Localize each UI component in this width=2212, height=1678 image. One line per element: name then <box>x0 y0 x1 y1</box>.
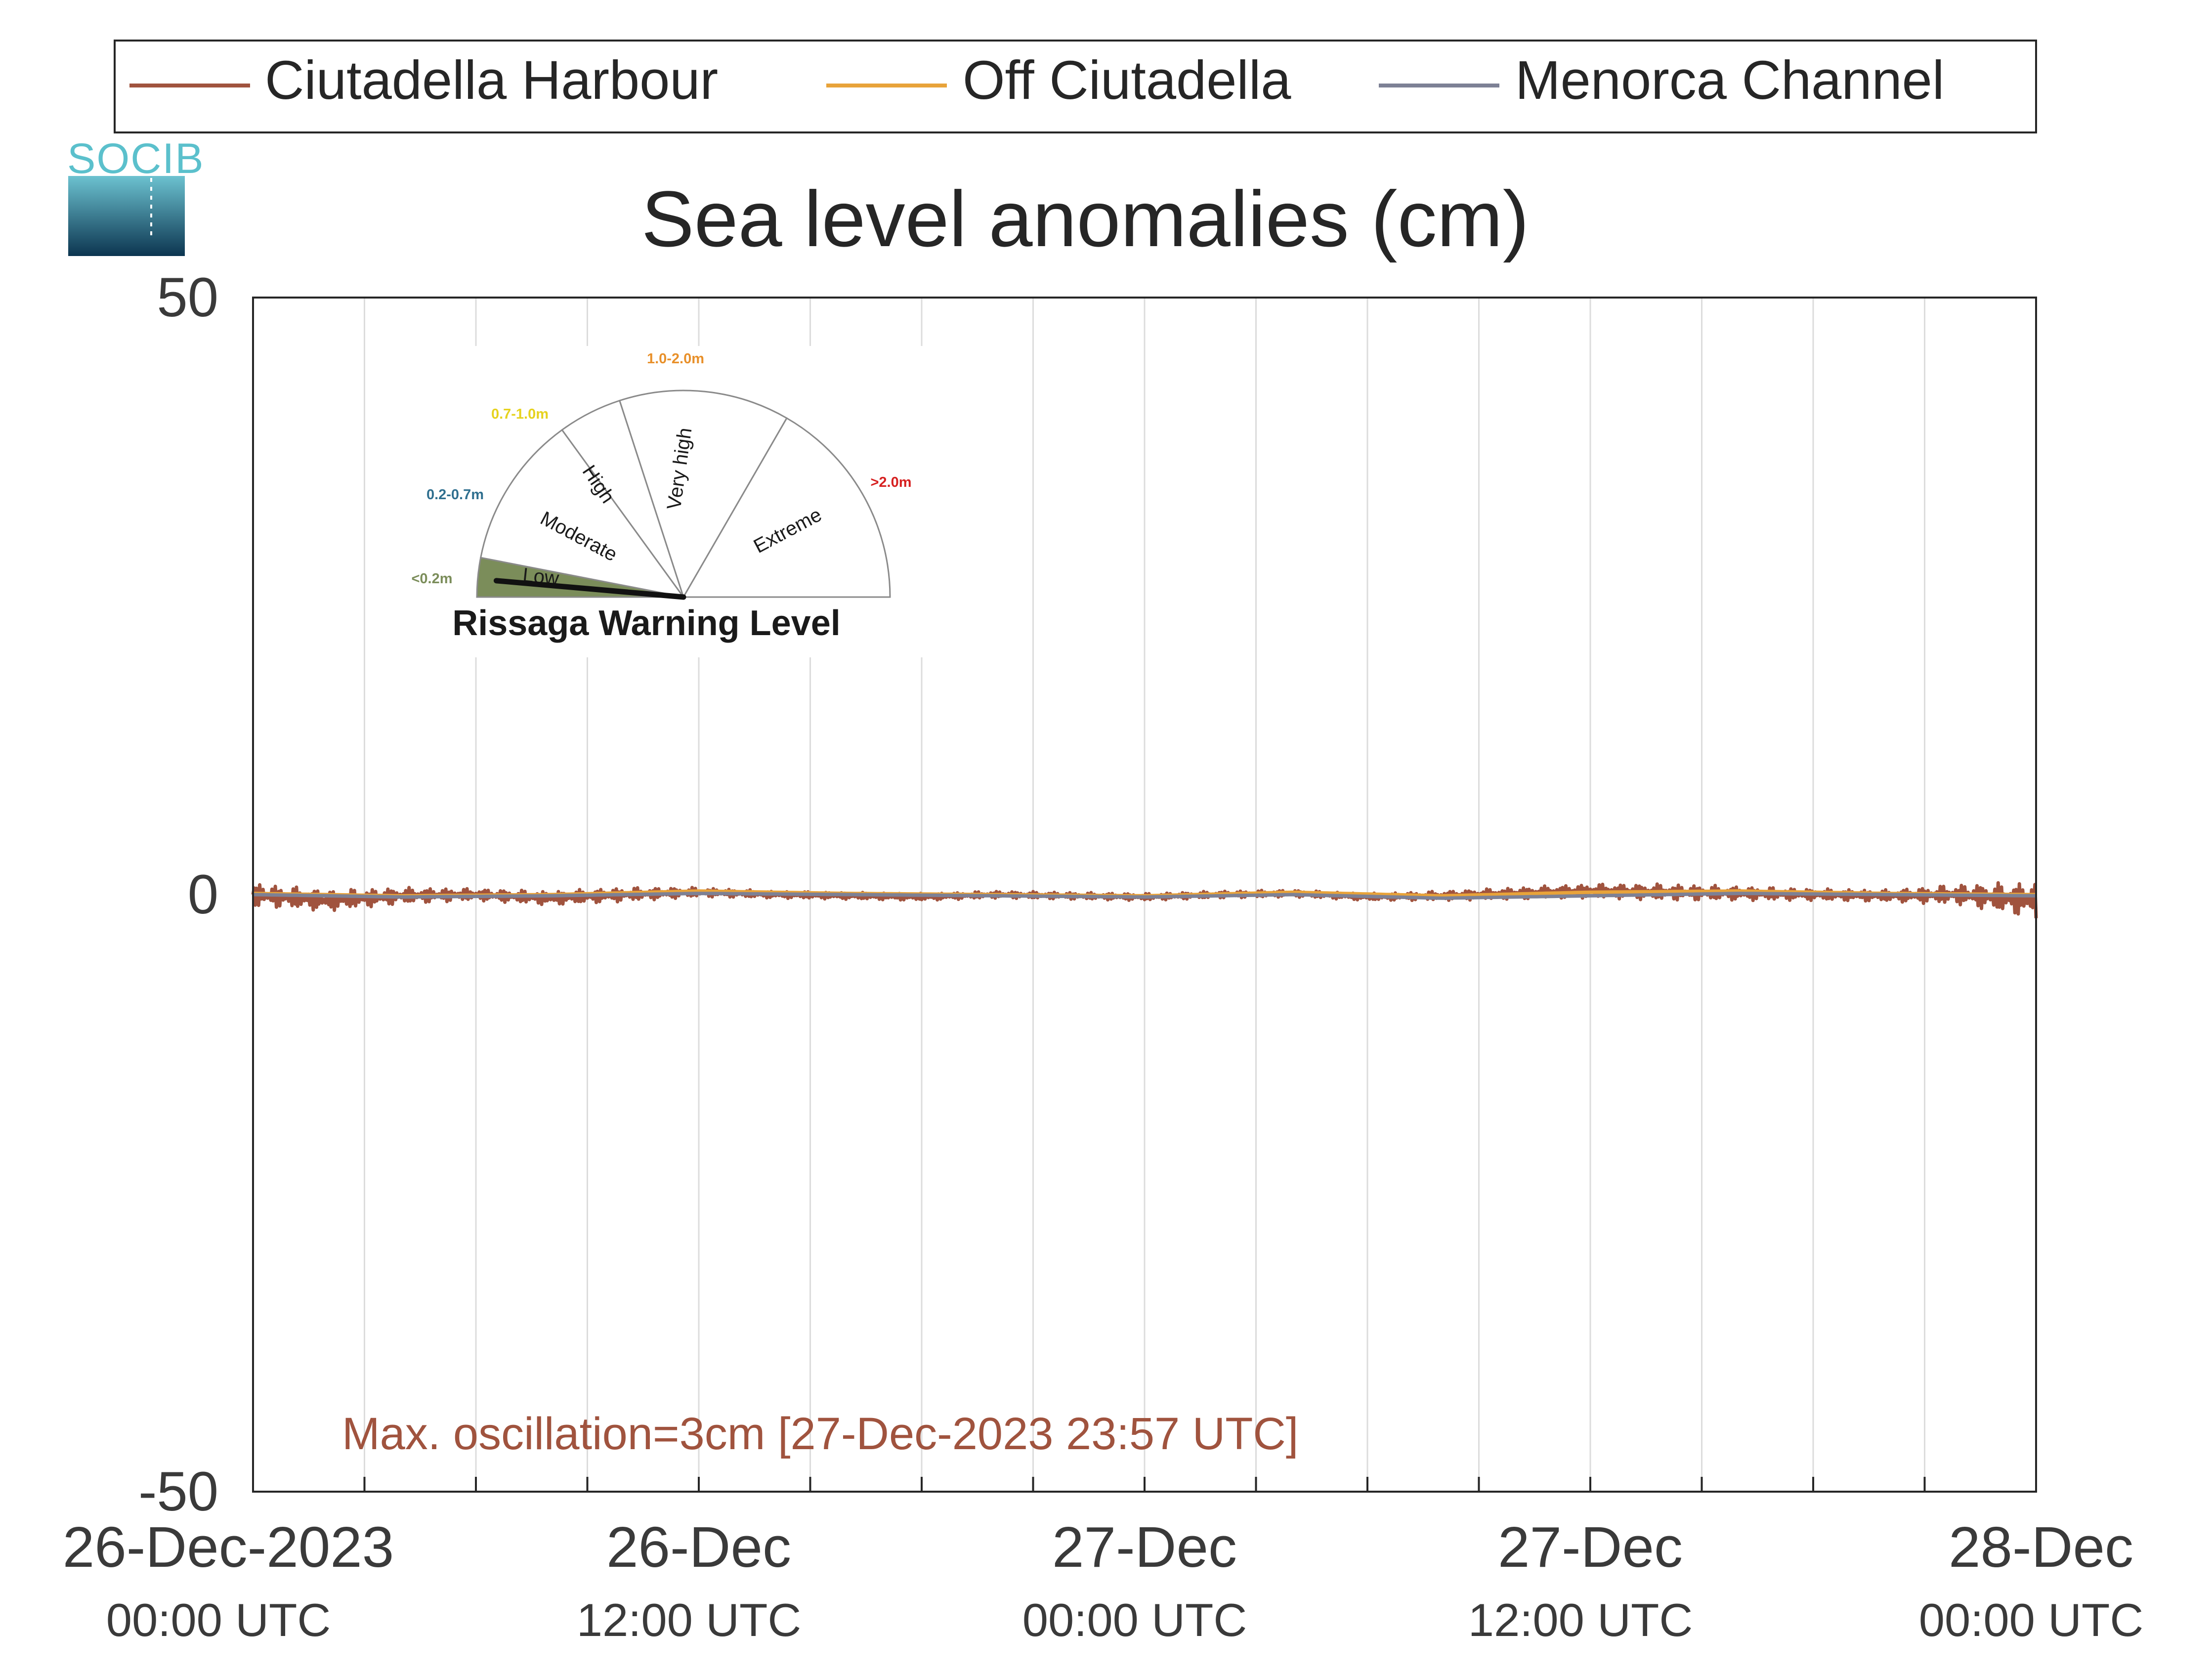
x-tick-label: 27-Dec <box>1498 1515 1683 1579</box>
series-line-menorca-channel <box>253 892 2037 900</box>
gauge-segment-very-high <box>618 389 788 599</box>
gauge-range-label: 1.0-2.0m <box>647 351 704 367</box>
x-tick-label: 26-Dec-2023 <box>63 1515 394 1579</box>
x-tick-sublabel: 12:00 UTC <box>577 1594 802 1646</box>
y-axis-ticks: -50 0 50 <box>138 266 218 1522</box>
legend-label-off-ciutadella: Off Ciutadella <box>963 50 1291 111</box>
x-tick-sublabel: 12:00 UTC <box>1468 1594 1693 1646</box>
y-tick-label: -50 <box>138 1461 218 1522</box>
socib-logo-mark <box>68 176 185 256</box>
plot-border <box>252 297 2037 1493</box>
legend-label-menorca-channel: Menorca Channel <box>1515 50 1944 111</box>
gauge-needle <box>493 578 686 600</box>
legend: Ciutadella Harbour Off Ciutadella Menorc… <box>114 40 2037 133</box>
legend-box <box>114 40 2037 133</box>
x-tick-label: 27-Dec <box>1052 1515 1237 1579</box>
socib-logo-text: SOCIB <box>67 135 205 182</box>
gauge-range-label: 0.2-0.7m <box>426 487 484 503</box>
gauge-segment-extreme <box>682 417 891 598</box>
x-tick-sublabel: 00:00 UTC <box>1022 1594 1247 1646</box>
x-axis-ticks: 26-Dec-2023 00:00 UTC 26-Dec 12:00 UTC 27-De… <box>63 1515 2144 1646</box>
gauge-title: Rissaga Warning Level <box>452 603 841 643</box>
gauge-range-label: <0.2m <box>411 571 452 587</box>
gauge-range-label: >2.0m <box>870 474 911 490</box>
gauge-range-label: 0.7-1.0m <box>491 406 549 422</box>
y-tick-label: 0 <box>188 863 218 925</box>
legend-label-ciutadella-harbour: Ciutadella Harbour <box>265 50 718 111</box>
x-tick-label: 26-Dec <box>606 1515 791 1579</box>
x-tick-label: 28-Dec <box>1949 1515 2133 1579</box>
y-tick-label: 50 <box>157 266 218 328</box>
max-oscillation-annotation: Max. oscillation=3cm [27-Dec-2023 23:57 … <box>342 1409 1298 1459</box>
chart-title: Sea level anomalies (cm) <box>641 174 1529 263</box>
gauge-segment-moderate <box>479 429 685 599</box>
series-lines <box>251 881 2038 918</box>
socib-logo: SOCIB <box>67 135 205 256</box>
x-tick-sublabel: 00:00 UTC <box>1919 1594 2144 1646</box>
x-tick-sublabel: 00:00 UTC <box>106 1594 331 1646</box>
